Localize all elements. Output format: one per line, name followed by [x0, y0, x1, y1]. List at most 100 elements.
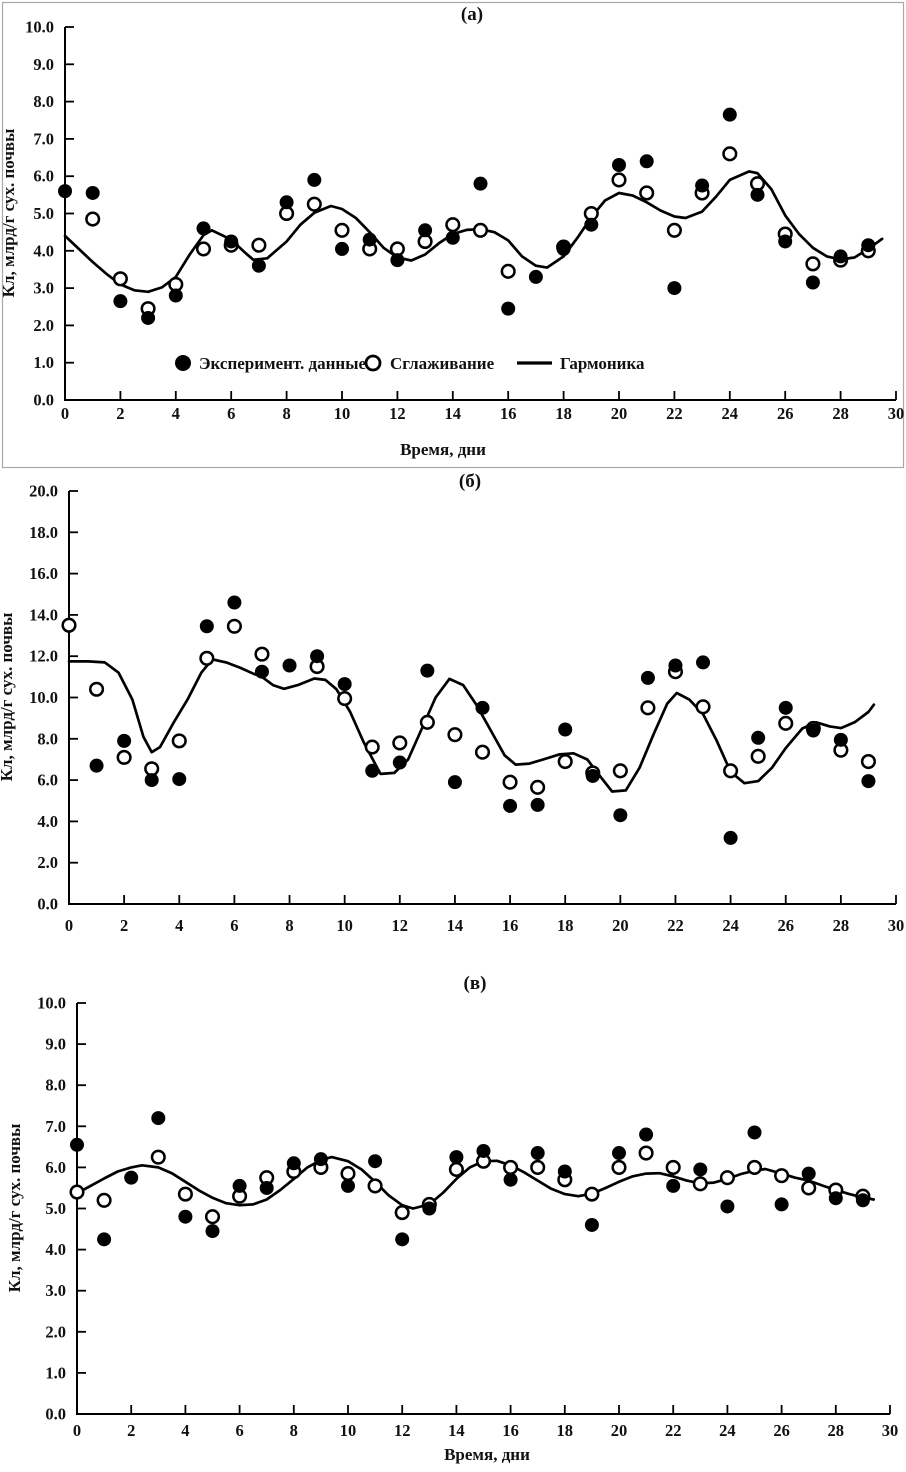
- exp-point-a: [750, 187, 765, 202]
- exp-point-b: [806, 723, 821, 738]
- y-tick-label-a: 10.0: [25, 18, 54, 37]
- exp-point-a: [362, 232, 377, 247]
- x-tick-label-v: 30: [882, 1421, 899, 1440]
- y-tick-label-a: 6.0: [33, 167, 54, 186]
- exp-point-a: [390, 253, 405, 268]
- x-tick-label-v: 2: [127, 1421, 135, 1440]
- axes-a: [64, 27, 896, 401]
- smooth-point-v: [150, 1149, 166, 1165]
- smooth-point-v: [177, 1186, 193, 1202]
- exp-point-a: [612, 158, 626, 173]
- y-tick-label-v: 6.0: [45, 1158, 66, 1177]
- exp-point-a: [501, 301, 516, 316]
- exp-point-v: [774, 1197, 789, 1212]
- y-tick-label-a: 2.0: [33, 316, 54, 335]
- x-axis-title-a: Время, дни: [400, 440, 486, 459]
- exp-point-b: [254, 664, 269, 679]
- x-tick-label-a: 16: [500, 404, 517, 423]
- exp-point-a: [667, 281, 682, 296]
- y-tick-label-a: 7.0: [33, 129, 54, 148]
- x-tick-label-b: 24: [722, 916, 739, 935]
- y-tick-label-b: 20.0: [29, 482, 58, 501]
- chart-panel-b: [61, 490, 897, 905]
- x-tick-label-b: 22: [667, 916, 684, 935]
- y-tick-label-v: 5.0: [45, 1199, 66, 1218]
- x-tick-label-b: 30: [888, 916, 905, 935]
- exp-point-a: [224, 234, 239, 249]
- exp-point-v: [449, 1150, 464, 1165]
- x-tick-label-v: 6: [235, 1421, 243, 1440]
- x-tick-label-v: 26: [773, 1421, 790, 1440]
- x-tick-label-a: 12: [389, 404, 406, 423]
- x-tick-label-a: 20: [611, 404, 628, 423]
- smooth-point-b: [778, 715, 794, 731]
- x-tick-label-a: 28: [832, 404, 849, 423]
- exp-point-b: [144, 773, 159, 788]
- smooth-point-b: [695, 699, 711, 715]
- y-tick-label-a: 4.0: [33, 241, 54, 260]
- y-tick-label-v: 10.0: [37, 994, 66, 1013]
- smooth-point-b: [364, 739, 380, 755]
- exp-point-b: [420, 663, 435, 678]
- smooth-point-v: [611, 1159, 627, 1175]
- exp-point-b: [778, 700, 793, 715]
- x-tick-label-a: 30: [888, 404, 905, 423]
- x-tick-label-v: 12: [394, 1421, 411, 1440]
- smooth-point-b: [89, 681, 105, 697]
- exp-point-v: [666, 1178, 681, 1193]
- smooth-point-a: [472, 222, 489, 238]
- exp-point-b: [475, 700, 490, 715]
- panel-a-border: [1, 1, 905, 469]
- y-tick-label-b: 18.0: [29, 523, 58, 542]
- smooth-point-v: [367, 1178, 383, 1194]
- exp-point-a: [722, 107, 737, 122]
- chart-title-b: (б): [459, 471, 481, 492]
- y-axis-title-a: Кл, млрд/г сух. почвы: [0, 129, 18, 298]
- y-tick-label-b: 16.0: [29, 564, 58, 583]
- smooth-point-b: [640, 700, 656, 716]
- smooth-point-a: [445, 217, 461, 233]
- exp-point-v: [232, 1178, 247, 1193]
- smooth-point-v: [530, 1159, 546, 1175]
- x-tick-label-a: 4: [172, 404, 180, 423]
- exp-point-b: [751, 730, 766, 745]
- x-tick-label-b: 18: [557, 916, 574, 935]
- x-tick-label-b: 28: [833, 916, 850, 935]
- x-tick-label-b: 4: [175, 916, 183, 935]
- y-tick-label-v: 7.0: [45, 1117, 66, 1136]
- exp-point-a: [58, 184, 72, 199]
- exp-point-b: [365, 763, 380, 778]
- exp-point-v: [530, 1146, 545, 1161]
- x-tick-label-b: 2: [120, 916, 128, 935]
- exp-point-a: [418, 223, 433, 238]
- y-tick-label-a: 3.0: [33, 279, 54, 298]
- smooth-point-a: [500, 263, 516, 279]
- x-tick-label-b: 10: [336, 916, 353, 935]
- y-tick-label-v: 2.0: [45, 1322, 66, 1341]
- exp-point-b: [172, 772, 187, 787]
- y-tick-label-v: 3.0: [45, 1281, 66, 1300]
- smooth-point-a: [639, 185, 655, 201]
- y-tick-label-a: 0.0: [33, 391, 54, 410]
- exp-point-a: [805, 275, 820, 290]
- x-tick-label-v: 28: [828, 1421, 845, 1440]
- smooth-point-b: [171, 733, 187, 749]
- exp-point-v: [422, 1201, 437, 1216]
- exp-point-b: [199, 619, 214, 634]
- exp-point-b: [282, 658, 297, 673]
- legend-filled-circle-icon: [175, 355, 191, 371]
- exp-point-v: [503, 1172, 518, 1187]
- smooth-point-a: [251, 237, 267, 253]
- smooth-point-v: [96, 1192, 112, 1208]
- exp-point-a: [141, 310, 156, 325]
- y-tick-label-b: 14.0: [29, 605, 58, 624]
- y-tick-label-b: 0.0: [37, 895, 58, 914]
- exp-point-b: [585, 768, 600, 783]
- y-tick-label-a: 9.0: [33, 55, 54, 74]
- exp-point-v: [286, 1156, 301, 1171]
- smooth-point-v: [448, 1161, 464, 1178]
- smooth-point-v: [665, 1159, 681, 1175]
- exp-point-b: [89, 758, 104, 773]
- exp-point-b: [227, 595, 242, 610]
- exp-point-v: [557, 1164, 572, 1179]
